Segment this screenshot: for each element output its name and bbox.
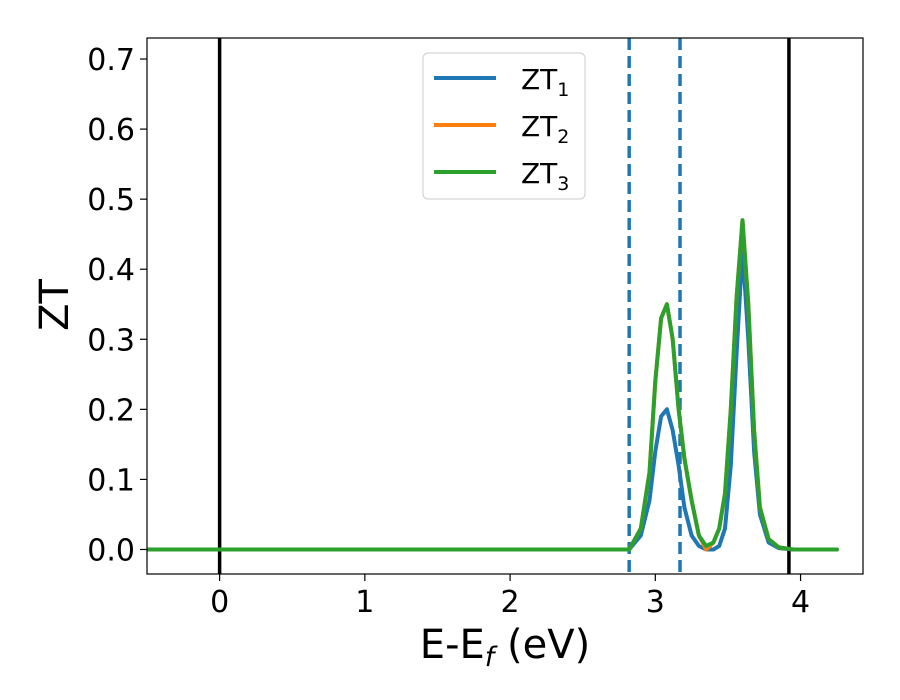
x-tick-label: 1 bbox=[355, 585, 374, 620]
y-tick-label: 0.4 bbox=[87, 253, 135, 288]
legend-label-zt2: ZT2 bbox=[521, 110, 569, 148]
x-tick-label: 4 bbox=[791, 585, 810, 620]
x-tick-label: 0 bbox=[210, 585, 229, 620]
y-tick-label: 0.6 bbox=[87, 113, 135, 148]
legend-label-zt3: ZT3 bbox=[521, 157, 569, 195]
y-tick-label: 0.0 bbox=[87, 533, 135, 568]
series-line-zt3 bbox=[147, 218, 839, 552]
legend: ZT1 ZT2 ZT3 bbox=[422, 52, 586, 200]
y-tick-label: 0.1 bbox=[87, 463, 135, 498]
y-tick-label: 0.7 bbox=[87, 43, 135, 78]
legend-box bbox=[422, 52, 586, 200]
x-axis-label: E-Ef (eV) bbox=[420, 622, 590, 673]
y-tick-label: 0.5 bbox=[87, 183, 135, 218]
x-tick-label: 2 bbox=[501, 585, 520, 620]
series-line-zt1 bbox=[147, 246, 839, 552]
plot-frame bbox=[146, 37, 864, 575]
y-tick-label: 0.2 bbox=[87, 393, 135, 428]
y-axis-label: ZT bbox=[32, 279, 78, 331]
y-tick-label: 0.3 bbox=[87, 323, 135, 358]
plot-area bbox=[147, 38, 839, 574]
x-tick-label: 3 bbox=[646, 585, 665, 620]
x-axis: 0 1 2 3 4 bbox=[210, 574, 810, 620]
legend-label-zt1: ZT1 bbox=[521, 63, 569, 101]
y-axis: 0.0 0.1 0.2 0.3 0.4 0.5 0.6 0.7 bbox=[87, 43, 147, 568]
